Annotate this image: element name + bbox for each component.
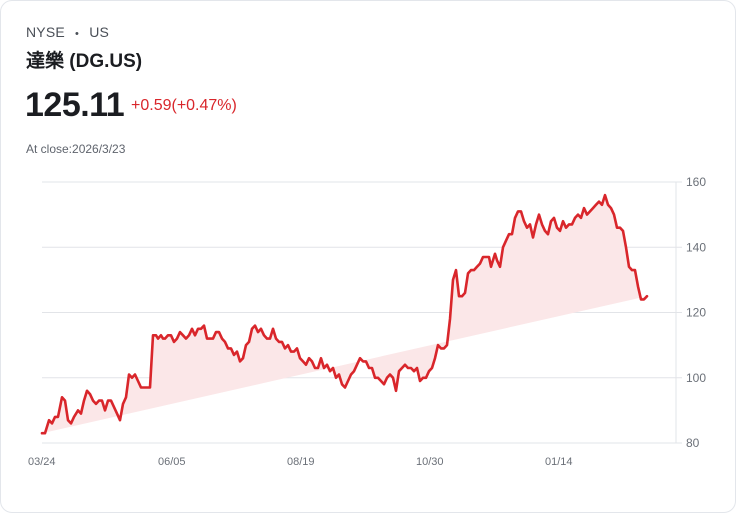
price-area-fill — [42, 195, 647, 434]
separator-dot: • — [75, 28, 80, 40]
y-tick-label: 160 — [686, 175, 706, 189]
y-tick-label: 120 — [686, 306, 706, 320]
x-axis: 03/24 06/05 08/19 10/30 01/14 — [28, 456, 573, 468]
y-tick-label: 140 — [686, 240, 706, 254]
x-tick-label: 10/30 — [416, 456, 444, 468]
x-tick-label: 01/14 — [545, 456, 573, 468]
x-tick-label: 06/05 — [158, 456, 186, 468]
stock-title: 達樂 (DG.US) — [26, 51, 143, 72]
exchange-name: NYSE — [26, 24, 65, 40]
price-line — [40, 193, 649, 435]
current-price: 125.11 — [25, 86, 125, 124]
x-tick-label: 03/24 — [28, 456, 56, 468]
y-tick-label: 80 — [686, 436, 700, 450]
exchange-line: NYSE • US — [26, 24, 109, 40]
market-name: US — [89, 24, 110, 40]
x-tick-label: 08/19 — [287, 456, 315, 468]
chart-grid — [42, 181, 682, 444]
price-change: +0.59(+0.47%) — [131, 97, 237, 114]
y-axis: 80 100 120 140 160 — [686, 175, 706, 450]
y-tick-label: 100 — [686, 371, 706, 385]
close-date: At close:2026/3/23 — [26, 142, 126, 156]
